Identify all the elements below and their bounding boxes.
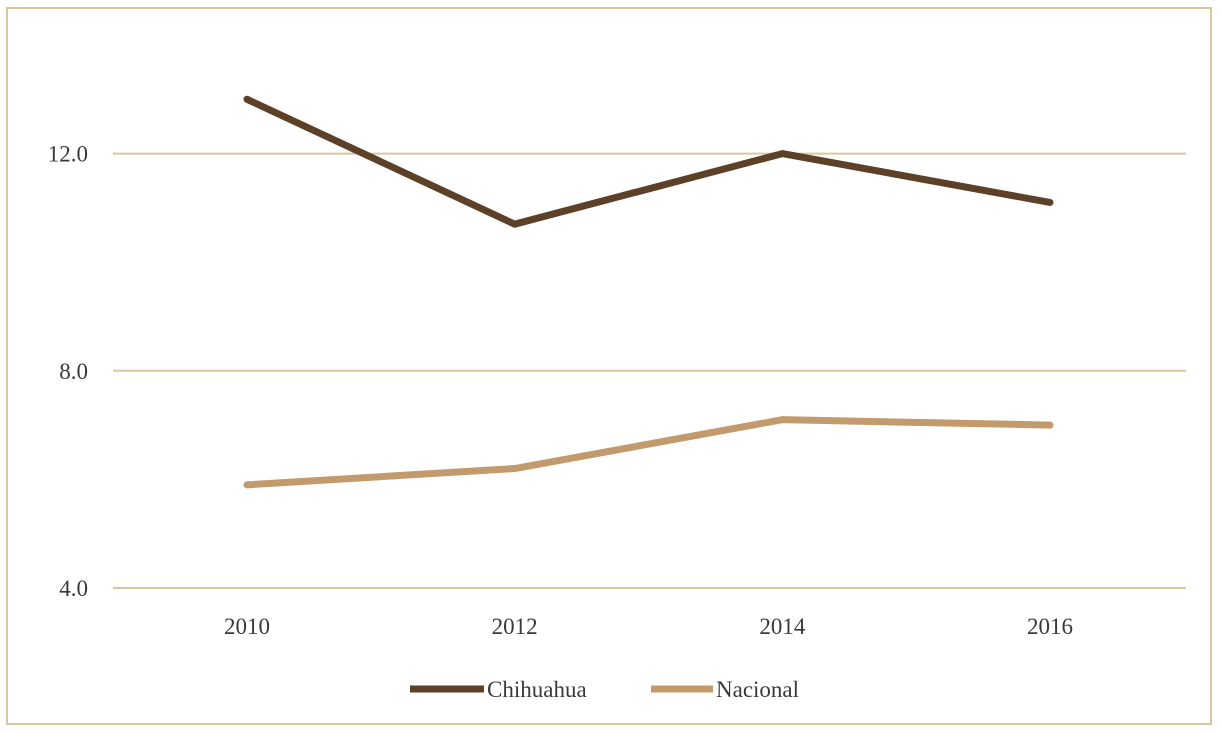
x-tick-label: 2014	[759, 614, 806, 639]
legend-item-chihuahua: Chihuahua	[410, 677, 587, 702]
series-lines	[243, 95, 1054, 489]
legend-label: Nacional	[716, 677, 799, 702]
legend: Chihuahua Nacional	[410, 677, 799, 702]
chart-frame	[6, 7, 1212, 725]
data-point-chihuahua	[243, 95, 251, 103]
data-point-nacional	[511, 465, 519, 473]
x-tick-label: 2010	[224, 614, 270, 639]
series-line-nacional	[246, 416, 1051, 489]
y-tick-label: 8.0	[59, 359, 88, 384]
series-line-chihuahua	[245, 96, 1051, 228]
data-point-chihuahua	[1046, 198, 1054, 206]
data-point-chihuahua	[511, 220, 519, 228]
y-axis-ticks: 4.0 8.0 12.0	[48, 142, 88, 601]
y-tick-label: 4.0	[59, 576, 88, 601]
legend-item-nacional: Nacional	[651, 677, 799, 702]
data-point-nacional	[778, 416, 786, 424]
data-point-nacional	[243, 481, 251, 489]
y-tick-label: 12.0	[48, 142, 88, 167]
x-tick-label: 2012	[492, 614, 538, 639]
gridlines	[113, 152, 1186, 589]
x-axis-ticks: 2010 2012 2014 2016	[224, 614, 1073, 639]
data-point-nacional	[1046, 421, 1054, 429]
x-tick-label: 2016	[1027, 614, 1073, 639]
data-point-chihuahua	[778, 150, 786, 158]
legend-label: Chihuahua	[487, 677, 587, 702]
